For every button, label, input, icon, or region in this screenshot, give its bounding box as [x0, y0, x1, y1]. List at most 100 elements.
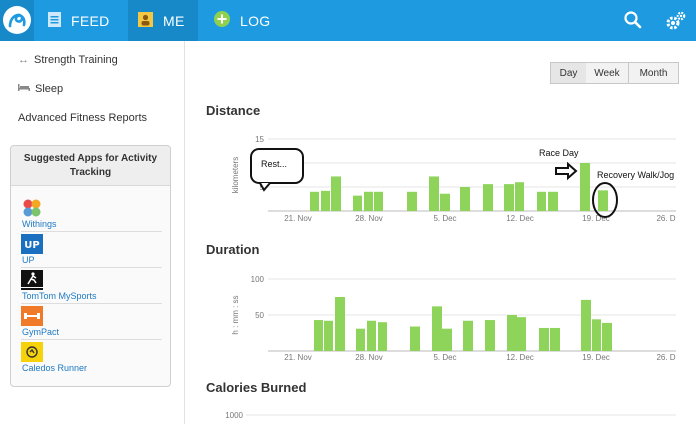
x-tick-label: 19. Dec: [582, 353, 610, 362]
y-tick-label: 100: [251, 275, 265, 284]
x-tick-label: 12. Dec: [506, 353, 534, 362]
annotation-recovery: Recovery Walk/Jog: [597, 170, 674, 180]
bar: [517, 317, 526, 351]
range-week-button[interactable]: Week: [586, 62, 629, 84]
bar: [321, 190, 330, 211]
nav-log-label: LOG: [240, 12, 271, 29]
app-name: TomTom MySports: [22, 291, 97, 301]
bar: [485, 320, 495, 351]
bar: [507, 315, 517, 351]
app-name: Withings: [22, 219, 57, 229]
bar: [378, 322, 387, 351]
nav-me-label: ME: [163, 12, 185, 29]
bar: [580, 163, 590, 211]
bar: [463, 320, 473, 351]
bar: [356, 328, 365, 351]
feed-icon: [48, 11, 61, 30]
sidebar-item-label: Strength Training: [34, 54, 118, 66]
sidebar-item-strength-training[interactable]: ↔ Strength Training: [18, 54, 118, 66]
bar: [602, 322, 612, 351]
runkeeper-logo-icon: [3, 6, 31, 34]
bar: [504, 184, 514, 211]
y-tick-label: 50: [255, 311, 264, 320]
nav-feed-label: FEED: [71, 12, 110, 29]
app-name: Caledos Runner: [22, 363, 88, 373]
bar: [367, 320, 376, 351]
bar: [310, 191, 319, 211]
app-name: UP: [22, 255, 35, 265]
caledos-runner-logo-icon: [21, 342, 43, 362]
bar: [353, 195, 362, 211]
x-tick-label: 21. Nov: [284, 353, 312, 362]
app-item-caledos-runner[interactable]: Caledos Runner: [21, 340, 162, 376]
search-icon[interactable]: [623, 10, 643, 30]
bar: [324, 320, 333, 351]
x-tick-label: 19. Dec: [582, 214, 610, 223]
bar: [598, 190, 608, 211]
x-tick-label: 26. D: [656, 214, 675, 223]
app-item-withings[interactable]: Withings: [21, 196, 162, 232]
bar: [410, 326, 420, 351]
up-logo-icon: UP: [21, 234, 43, 254]
annotation-rest: Rest...: [261, 159, 287, 169]
x-tick-label: 28. Nov: [355, 353, 383, 362]
person-icon: [138, 11, 153, 30]
suggested-apps-panel: Suggested Apps for Activity Tracking Wit…: [10, 145, 171, 387]
bar: [440, 193, 450, 211]
distance-title: Distance: [206, 103, 261, 118]
range-day-button[interactable]: Day: [550, 62, 587, 84]
calories-chart: 1000: [225, 411, 676, 420]
bar: [331, 176, 341, 211]
sidebar-item-label: Advanced Fitness Reports: [18, 112, 148, 124]
bar: [581, 299, 591, 351]
bar: [364, 191, 373, 211]
bar: [314, 320, 323, 351]
top-nav-bar: FEED ME LOG: [0, 0, 696, 41]
nav-me[interactable]: ME: [128, 0, 198, 41]
annotation-circle: [592, 182, 618, 218]
y-tick-label: 15: [255, 135, 264, 144]
app-item-up[interactable]: UP UP: [21, 232, 162, 268]
duration-chart: 100 50 h : mm : ss 21. Nov 28. Nov 5. Dec 12. …: [231, 275, 676, 362]
bar: [429, 176, 439, 211]
tomtom-runner-logo-icon: [21, 270, 43, 290]
nav-log[interactable]: LOG: [214, 0, 270, 41]
svg-text:UP: UP: [24, 240, 39, 251]
bar: [407, 191, 417, 211]
nav-feed[interactable]: FEED: [48, 0, 110, 41]
bar: [335, 297, 345, 351]
bar: [432, 306, 442, 351]
bed-icon: [18, 83, 30, 95]
arrow-right-icon: [555, 161, 578, 181]
app-item-tomtom-mysports[interactable]: TomTom MySports: [21, 268, 162, 304]
annotation-race-day: Race Day: [539, 148, 579, 158]
suggested-apps-title: Suggested Apps for Activity Tracking: [11, 146, 170, 186]
main-content: Day Week Month Distance 15105kilometers2…: [186, 41, 696, 424]
x-tick-label: 12. Dec: [506, 214, 534, 223]
y-tick-label: 1000: [225, 411, 243, 420]
annotation-callout-box: [250, 148, 304, 184]
settings-gear-icon[interactable]: [665, 10, 686, 30]
withings-logo-icon: [21, 198, 43, 218]
app-item-gympact[interactable]: GymPact: [21, 304, 162, 340]
x-tick-label: 21. Nov: [284, 214, 312, 223]
annotation-callout-tail: [259, 182, 271, 192]
gympact-logo-icon: [21, 306, 43, 326]
bar: [442, 328, 452, 351]
sidebar-item-sleep[interactable]: Sleep: [18, 83, 63, 95]
bar: [460, 187, 470, 211]
app-logo[interactable]: [0, 0, 34, 41]
bar: [537, 191, 546, 211]
app-name: GymPact: [22, 327, 60, 337]
bar: [592, 319, 601, 351]
bar: [548, 191, 558, 211]
sidebar-item-label: Sleep: [35, 83, 64, 95]
bar: [374, 191, 383, 211]
sidebar-item-advanced-fitness-reports[interactable]: Advanced Fitness Reports: [18, 112, 147, 124]
bar: [515, 182, 524, 211]
x-tick-label: 28. Nov: [355, 214, 383, 223]
bar: [483, 184, 493, 211]
range-month-button[interactable]: Month: [629, 62, 679, 84]
y-axis-label: kilometers: [231, 157, 240, 193]
